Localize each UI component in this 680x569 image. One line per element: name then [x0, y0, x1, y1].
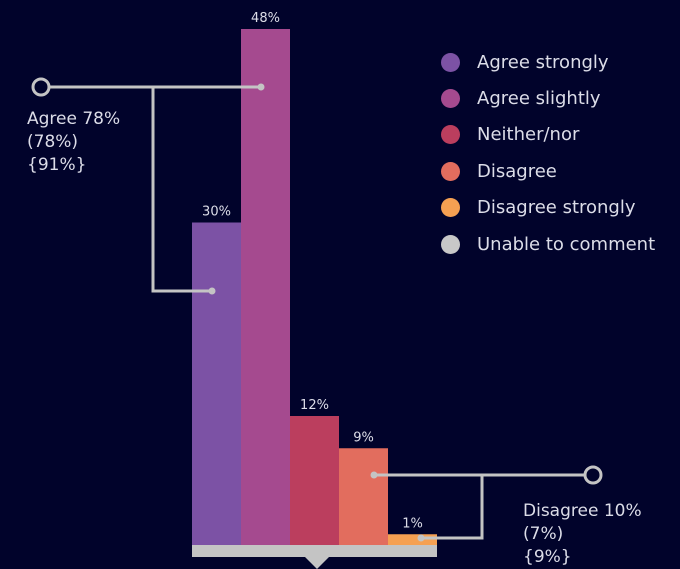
- baseline-bar: [192, 545, 437, 557]
- disagree-annotation-line-2: (7%): [523, 524, 564, 544]
- legend-label: Agree slightly: [477, 88, 601, 110]
- disagree-connector-dot-top: [370, 471, 378, 479]
- agree-annotation-line-2: (78%): [27, 132, 79, 152]
- bar-neither-nor: [290, 416, 339, 545]
- legend-label: Unable to comment: [477, 233, 656, 255]
- agree-connector-bracket: [151, 87, 212, 293]
- agree-connector-dot-top: [257, 83, 265, 91]
- disagree-annotation-line-1: Disagree 10%: [523, 501, 642, 521]
- value-label-disagree-strongly: 1%: [402, 516, 423, 531]
- value-label-agree-strongly: 30%: [202, 205, 231, 220]
- legend-item-agree-strongly: Agree strongly: [441, 44, 655, 80]
- disagree-annotation-line-3: {9%}: [523, 547, 572, 567]
- disagree-connector-bracket: [421, 475, 484, 540]
- agree-annotation-line-1: Agree 78%: [27, 109, 121, 129]
- bars-group: [192, 29, 437, 545]
- value-label-neither-nor: 12%: [300, 398, 329, 413]
- legend-item-neither-nor: Neither/nor: [441, 117, 655, 153]
- legend-label: Agree strongly: [477, 51, 609, 73]
- value-label-agree-slightly: 48%: [251, 11, 280, 26]
- annotation-connectors: [31, 77, 603, 542]
- legend-swatch: [441, 198, 460, 218]
- legend: Agree strongly Agree slightly Neither/no…: [441, 44, 655, 262]
- bar-agree-slightly: [241, 29, 290, 545]
- value-label-disagree: 9%: [353, 430, 374, 445]
- legend-item-disagree-strongly: Disagree strongly: [441, 190, 655, 226]
- legend-swatch: [441, 125, 460, 145]
- legend-item-agree-slightly: Agree slightly: [441, 80, 655, 116]
- legend-swatch: [441, 52, 460, 72]
- bar-disagree-strongly: [388, 534, 437, 545]
- legend-label: Disagree: [477, 160, 557, 182]
- legend-item-unable-to-comment: Unable to comment: [441, 226, 655, 262]
- baseline-pointer: [305, 557, 329, 569]
- disagree-annotation: Disagree 10% (7%) {9%}: [523, 500, 642, 569]
- legend-label: Neither/nor: [477, 124, 580, 146]
- legend-label: Disagree strongly: [477, 197, 636, 219]
- legend-swatch: [441, 234, 460, 254]
- baseline-group: [192, 545, 437, 569]
- legend-swatch: [441, 161, 460, 181]
- agree-annotation-line-3: {91%}: [27, 155, 87, 175]
- agree-connector-ring: [31, 77, 51, 97]
- agree-annotation: Agree 78% (78%) {91%}: [27, 108, 120, 177]
- disagree-connector-ring: [583, 465, 603, 485]
- legend-swatch: [441, 89, 460, 109]
- bar-agree-strongly: [192, 222, 241, 545]
- disagree-connector-dot-bottom: [417, 534, 425, 542]
- legend-item-disagree: Disagree: [441, 153, 655, 189]
- bar-disagree: [339, 448, 388, 545]
- agree-connector-dot-bottom: [208, 287, 216, 295]
- value-labels-group: 30% 48% 12% 9% 1%: [202, 11, 423, 531]
